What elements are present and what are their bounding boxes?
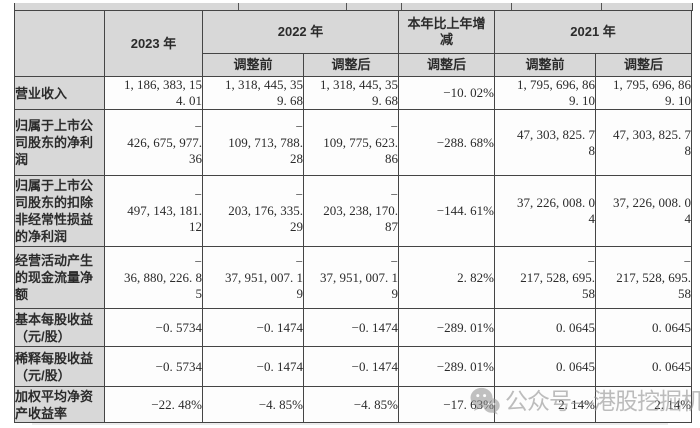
cell-2021-before: 0. 0645	[494, 346, 597, 387]
subheader-2022-adjusted-before: 调整前	[202, 53, 304, 77]
cropped-row-above-fragment	[14, 3, 693, 11]
cropped-row-below-fragment	[32, 423, 668, 425]
divider	[238, 3, 239, 11]
cell-2022-before: −4. 85%	[202, 386, 304, 423]
subheader-2022-adjusted-after: 调整后	[302, 53, 400, 77]
cell-2022-before: − 203, 176, 335. 29	[202, 175, 304, 247]
cell-2021-before: 2. 14%	[494, 386, 597, 423]
table-row: 稀释每股收益 （元/股） −0. 5734 −0. 1474 −0. 1474 …	[14, 346, 693, 387]
cell-2022-after: −0. 1474	[302, 346, 400, 387]
cell-2023: − 36, 880, 226. 8 5	[104, 246, 203, 309]
table-row: 经营活动产生 的现金流量净 额 − 36, 880, 226. 8 5 − 37…	[14, 246, 693, 309]
cell-2021-after: 1, 795, 696, 86 9. 10	[595, 76, 693, 110]
cell-2021-after: − 217, 528, 695. 58	[595, 246, 693, 309]
cell-2022-before: − 109, 713, 788. 28	[202, 109, 304, 176]
subheader-change-adjusted-after: 调整后	[398, 53, 496, 77]
divider	[601, 3, 602, 11]
cell-2022-after: −0. 1474	[302, 308, 400, 347]
col-header-2023: 2023 年	[104, 10, 203, 77]
cell-2022-before: −0. 1474	[202, 346, 304, 387]
cell-2021-before: 37, 226, 008. 0 4	[494, 175, 597, 247]
cell-2023: −0. 5734	[104, 308, 203, 347]
table-row: 加权平均净资 产收益率 −22. 48% −4. 85% −4. 85% −17…	[14, 386, 693, 423]
cell-2022-after: −4. 85%	[302, 386, 400, 423]
row-label: 经营活动产生 的现金流量净 额	[14, 246, 105, 309]
cell-2021-before: − 217, 528, 695. 58	[494, 246, 597, 309]
divider	[346, 3, 347, 11]
row-label: 加权平均净资 产收益率	[14, 386, 105, 423]
cell-2022-after: − 109, 775, 623. 86	[302, 109, 400, 176]
cell-2023: −0. 5734	[104, 346, 203, 387]
cell-2021-before: 1, 795, 696, 86 9. 10	[494, 76, 597, 110]
cell-2021-before: 47, 303, 825. 7 8	[494, 109, 597, 176]
divider	[511, 3, 512, 11]
row-label: 营业收入	[14, 76, 105, 110]
cell-change: −17. 63%	[398, 386, 496, 423]
divider	[401, 3, 402, 11]
cell-2022-before: − 37, 951, 007. 1 9	[202, 246, 304, 309]
cell-2021-after: 47, 303, 825. 7 8	[595, 109, 693, 176]
table-row: 归属于上市公 司股东的净利 润 − 426, 675, 977. 36 − 10…	[14, 109, 693, 176]
row-label: 基本每股收益 （元/股）	[14, 308, 105, 347]
cell-change: −144. 61%	[398, 175, 496, 247]
cell-2021-after: 37, 226, 008. 0 4	[595, 175, 693, 247]
subheader-2021-adjusted-before: 调整前	[494, 53, 597, 77]
cell-2023: − 426, 675, 977. 36	[104, 109, 203, 176]
row-label: 归属于上市公 司股东的扣除 非经常性损益 的净利润	[14, 175, 105, 247]
cell-2022-after: − 203, 238, 170. 87	[302, 175, 400, 247]
financial-results-table: 2023 年 2022 年 本年比上年增 减 2021 年 调整前 调整后 调整…	[14, 10, 693, 423]
table-row: 营业收入 1, 186, 383, 15 4. 01 1, 318, 445, …	[14, 76, 693, 110]
cell-change: −289. 01%	[398, 346, 496, 387]
table-row: 归属于上市公 司股东的扣除 非经常性损益 的净利润 − 497, 143, 18…	[14, 175, 693, 247]
corner-cell	[14, 10, 105, 77]
cell-2021-before: 0. 0645	[494, 308, 597, 347]
cell-2021-after: 2. 14%	[595, 386, 693, 423]
cell-change: −10. 02%	[398, 76, 496, 110]
cell-2022-before: 1, 318, 445, 35 9. 68	[202, 76, 304, 110]
subheader-2021-adjusted-after: 调整后	[595, 53, 693, 77]
col-header-2022: 2022 年	[201, 10, 400, 54]
col-header-2021: 2021 年	[494, 10, 693, 54]
cell-2022-before: −0. 1474	[202, 308, 304, 347]
cell-change: 2. 82%	[398, 246, 496, 309]
col-header-change: 本年比上年增 减	[398, 10, 496, 54]
cell-2021-after: 0. 0645	[595, 346, 693, 387]
row-label: 稀释每股收益 （元/股）	[14, 346, 105, 387]
cell-2023: −22. 48%	[104, 386, 203, 423]
cell-2022-after: − 37, 951, 007. 1 9	[302, 246, 400, 309]
table-row: 基本每股收益 （元/股） −0. 5734 −0. 1474 −0. 1474 …	[14, 308, 693, 347]
cell-2021-after: 0. 0645	[595, 308, 693, 347]
cell-2023: 1, 186, 383, 15 4. 01	[104, 76, 203, 110]
cell-2022-after: 1, 318, 445, 35 9. 68	[302, 76, 400, 110]
cell-change: −288. 68%	[398, 109, 496, 176]
row-label: 归属于上市公 司股东的净利 润	[14, 109, 105, 176]
cell-2023: − 497, 143, 181. 12	[104, 175, 203, 247]
cell-change: −289. 01%	[398, 308, 496, 347]
